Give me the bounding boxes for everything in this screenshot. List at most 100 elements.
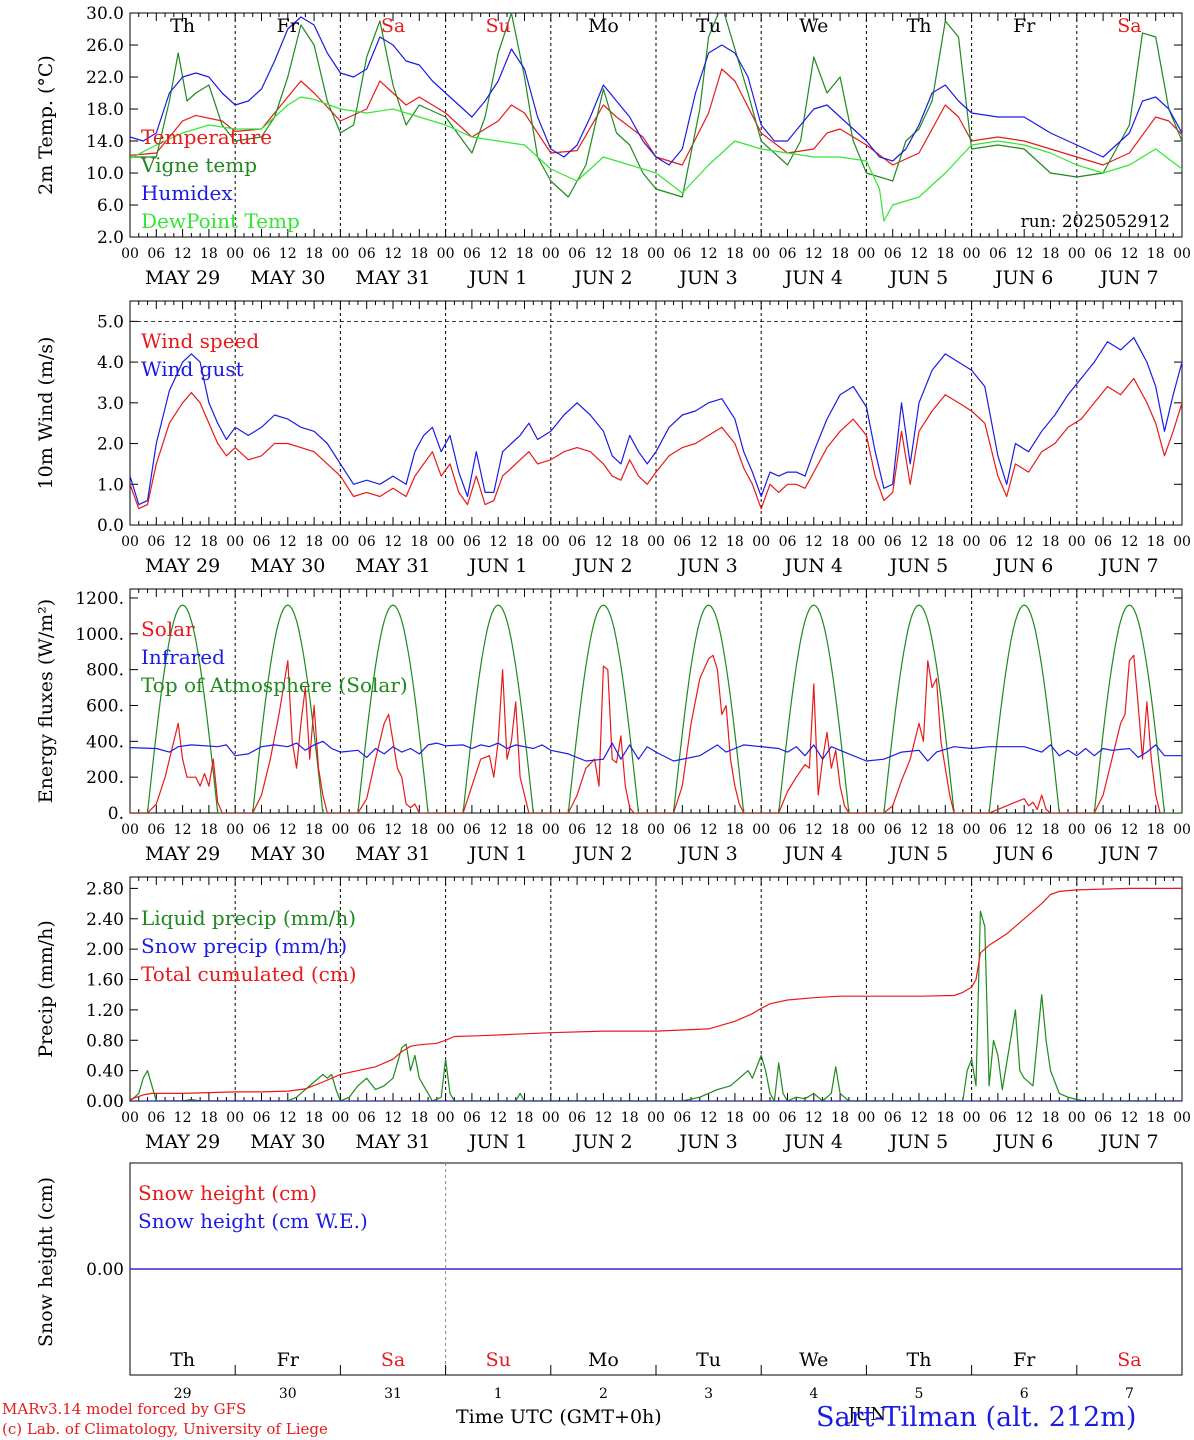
x-tick-label: 12 (1015, 246, 1033, 262)
x-tick-label: 06 (1094, 822, 1112, 838)
x-tick-label: 06 (884, 534, 902, 550)
date-label: JUN 6 (993, 555, 1053, 577)
x-tick-label: 18 (1042, 534, 1060, 550)
day-number-label: 1 (494, 1386, 503, 1402)
x-tick-label: 00 (226, 246, 244, 262)
weekday-label-bottom: Sa (1117, 1349, 1141, 1371)
x-tick-label: 00 (226, 534, 244, 550)
x-tick-label: 12 (910, 534, 928, 550)
date-label: JUN 5 (888, 267, 948, 289)
x-tick-label: 18 (1147, 822, 1165, 838)
x-tick-label: 00 (752, 1110, 770, 1126)
y-tick-label: 1.0 (97, 475, 124, 495)
date-label: JUN 4 (783, 1131, 843, 1153)
x-tick-label: 00 (121, 246, 139, 262)
day-number-label: 4 (809, 1386, 818, 1402)
x-tick-label: 06 (463, 822, 481, 838)
x-tick-label: 06 (884, 1110, 902, 1126)
x-tick-label: 00 (963, 822, 981, 838)
x-tick-label: 06 (568, 246, 586, 262)
x-tick-label: 12 (700, 534, 718, 550)
x-tick-label: 12 (1120, 822, 1138, 838)
x-tick-label: 06 (779, 822, 797, 838)
x-tick-label: 12 (384, 1110, 402, 1126)
x-tick-label: 18 (621, 246, 639, 262)
y-axis-title: Precip (mm/h) (35, 920, 57, 1058)
y-tick-label: 2.00 (86, 940, 124, 960)
x-tick-label: 00 (752, 246, 770, 262)
x-tick-label: 06 (463, 246, 481, 262)
y-tick-label: 600. (86, 696, 124, 716)
x-tick-label: 12 (805, 1110, 823, 1126)
y-tick-label: 5.0 (97, 312, 124, 332)
x-tick-label: 12 (489, 822, 507, 838)
date-label: MAY 29 (145, 267, 220, 289)
date-label: MAY 30 (250, 267, 325, 289)
x-tick-label: 00 (1068, 534, 1086, 550)
x-tick-label: 00 (963, 534, 981, 550)
x-tick-label: 18 (1147, 534, 1165, 550)
y-tick-label: 0.00 (86, 1092, 124, 1112)
x-tick-label: 00 (542, 1110, 560, 1126)
panel-frame (129, 300, 1183, 526)
x-tick-label: 00 (331, 534, 349, 550)
x-tick-label: 06 (884, 246, 902, 262)
x-tick-label: 06 (463, 534, 481, 550)
date-label: JUN 5 (888, 1131, 948, 1153)
x-tick-label: 06 (989, 1110, 1007, 1126)
date-label: MAY 30 (250, 1131, 325, 1153)
x-tick-label: 12 (174, 822, 192, 838)
x-tick-label: 18 (831, 246, 849, 262)
x-tick-label: 18 (936, 246, 954, 262)
x-tick-label: 12 (700, 822, 718, 838)
x-tick-label: 12 (805, 822, 823, 838)
legend-entry: Liquid precip (mm/h) (141, 906, 356, 930)
x-tick-label: 12 (1120, 534, 1138, 550)
x-tick-label: 12 (700, 246, 718, 262)
x-tick-label: 00 (226, 1110, 244, 1126)
day-number-label: 30 (279, 1386, 297, 1402)
legend-entry: Snow height (cm W.E.) (138, 1209, 368, 1233)
series-line-temperature (130, 68, 1182, 166)
x-tick-label: 00 (857, 822, 875, 838)
x-tick-label: 06 (147, 822, 165, 838)
x-tick-label: 12 (279, 1110, 297, 1126)
date-label: JUN 2 (572, 555, 632, 577)
x-tick-label: 00 (331, 822, 349, 838)
day-number-label: 3 (704, 1386, 713, 1402)
y-tick-label: 3.0 (97, 394, 124, 414)
weekday-label: Tu (696, 15, 721, 37)
x-tick-label: 00 (437, 534, 455, 550)
legend-entry: DewPoint Temp (141, 209, 300, 233)
weekday-label: Fr (277, 15, 300, 37)
x-tick-label: 06 (1094, 1110, 1112, 1126)
x-tick-label: 18 (1147, 1110, 1165, 1126)
x-tick-label: 12 (700, 1110, 718, 1126)
date-label: JUN 3 (677, 1131, 737, 1153)
x-tick-label: 06 (358, 534, 376, 550)
legend-entry: Infrared (141, 645, 225, 669)
weekday-label: We (799, 15, 828, 37)
weekday-label: Th (907, 15, 932, 37)
date-label: JUN 1 (467, 843, 527, 865)
date-label: JUN 5 (888, 843, 948, 865)
y-tick-label: 14.0 (86, 132, 124, 152)
x-tick-label: 18 (305, 246, 323, 262)
date-label: MAY 29 (145, 843, 220, 865)
x-tick-label: 12 (174, 246, 192, 262)
x-tick-label: 06 (1094, 534, 1112, 550)
y-tick-label: 200. (86, 768, 124, 788)
x-tick-label: 12 (805, 534, 823, 550)
x-tick-label: 00 (1068, 822, 1086, 838)
date-label: JUN 1 (467, 1131, 527, 1153)
x-tick-label: 12 (279, 534, 297, 550)
series-line-wind-gust (130, 337, 1182, 506)
x-tick-label: 12 (384, 246, 402, 262)
x-tick-label: 18 (410, 822, 428, 838)
y-tick-label: 22.0 (86, 68, 124, 88)
x-tick-label: 00 (542, 534, 560, 550)
legend-entry: Vigne temp (140, 153, 257, 177)
x-tick-label: 06 (147, 1110, 165, 1126)
x-tick-label: 18 (305, 822, 323, 838)
